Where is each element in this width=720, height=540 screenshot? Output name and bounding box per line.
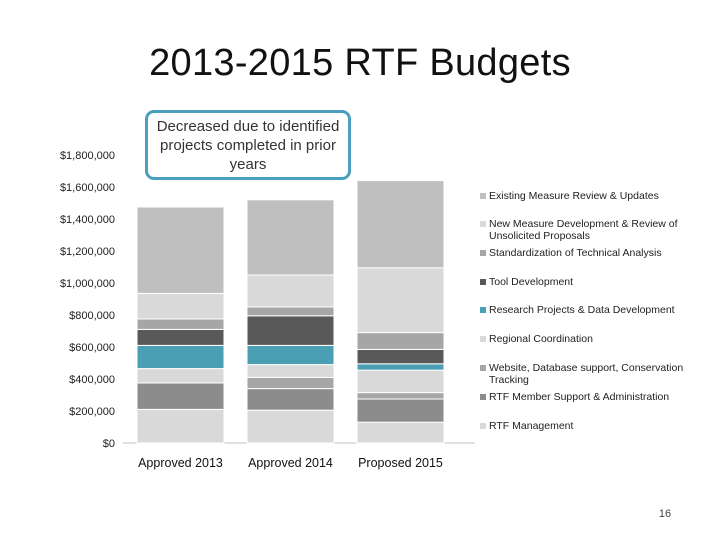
- y-tick-label: $1,800,000: [60, 150, 115, 162]
- bar-segment: [246, 315, 335, 346]
- y-tick-label: $1,200,000: [60, 246, 115, 258]
- bar-segment: [356, 267, 445, 334]
- legend-swatch: [480, 394, 486, 400]
- y-tick-label: $1,400,000: [60, 214, 115, 226]
- bar-segment: [136, 206, 225, 294]
- bar-segment: [136, 368, 225, 384]
- legend-swatch: [480, 336, 486, 342]
- legend-item: Website, Database support, Conservation …: [480, 362, 705, 386]
- bar-segment: [356, 363, 445, 371]
- page-number: 16: [658, 508, 672, 520]
- legend-label: New Measure Development & Review of Unso…: [489, 218, 678, 242]
- bar-segment: [136, 318, 225, 330]
- legend-swatch: [480, 250, 486, 256]
- legend-label: RTF Management: [489, 420, 574, 432]
- y-tick-label: $200,000: [69, 406, 115, 418]
- callout-text: Decreased due to identified projects com…: [156, 117, 340, 173]
- legend-label: Standardization of Technical Analysis: [489, 247, 662, 259]
- legend-swatch: [480, 193, 486, 199]
- legend-item: Regional Coordination: [480, 333, 705, 345]
- y-tick-label: $1,000,000: [60, 278, 115, 290]
- bar-segment: [356, 421, 445, 444]
- legend-swatch: [480, 279, 486, 285]
- y-tick-label: $800,000: [69, 310, 115, 322]
- bar-segment: [246, 376, 335, 390]
- legend-swatch: [480, 423, 486, 429]
- legend-swatch: [480, 221, 486, 227]
- bar-segment: [356, 348, 445, 365]
- legend-label: RTF Member Support & Administration: [489, 391, 670, 403]
- y-tick-label: $400,000: [69, 374, 115, 386]
- legend-swatch: [480, 365, 486, 371]
- bar-segment: [136, 328, 225, 346]
- bar-segment: [356, 369, 445, 394]
- bar-segment: [246, 364, 335, 378]
- legend-label: Existing Measure Review & Updates: [489, 190, 659, 202]
- legend-label: Regional Coordination: [489, 333, 593, 345]
- callout-box: Decreased due to identified projects com…: [145, 110, 351, 180]
- legend-label: Website, Database support, Conservation …: [489, 362, 684, 386]
- legend-item: Standardization of Technical Analysis: [480, 247, 705, 259]
- bar-segment: [356, 180, 445, 269]
- bar-segment: [246, 199, 335, 276]
- x-tick-label: Proposed 2015: [358, 456, 443, 470]
- legend-label: Tool Development: [489, 276, 574, 288]
- bar-segment: [356, 398, 445, 423]
- x-tick-label: Approved 2014: [248, 456, 333, 470]
- y-tick-label: $1,600,000: [60, 182, 115, 194]
- bar-segment: [246, 344, 335, 366]
- legend-item: Existing Measure Review & Updates: [480, 190, 705, 202]
- bar-segment: [136, 408, 225, 444]
- bar-segment: [356, 332, 445, 350]
- bar-segment: [136, 344, 225, 370]
- legend-swatch: [480, 307, 486, 313]
- bar-segment: [246, 274, 335, 308]
- bar-segment: [136, 292, 225, 320]
- chart-title: 2013-2015 RTF Budgets: [149, 42, 571, 84]
- legend-label: Research Projects & Data Development: [489, 304, 675, 316]
- bar-segment: [356, 392, 445, 400]
- legend-item: RTF Management: [480, 420, 705, 432]
- legend-item: New Measure Development & Review of Unso…: [480, 218, 705, 242]
- y-tick-label: $600,000: [69, 342, 115, 354]
- bar-segment: [136, 382, 225, 410]
- y-tick-label: $0: [103, 438, 115, 450]
- bar-segment: [246, 306, 335, 317]
- legend-item: Research Projects & Data Development: [480, 304, 705, 316]
- x-tick-label: Approved 2013: [138, 456, 223, 470]
- bar-segment: [246, 388, 335, 411]
- bar-segment: [246, 409, 335, 444]
- legend-item: Tool Development: [480, 276, 705, 288]
- legend-item: RTF Member Support & Administration: [480, 391, 705, 403]
